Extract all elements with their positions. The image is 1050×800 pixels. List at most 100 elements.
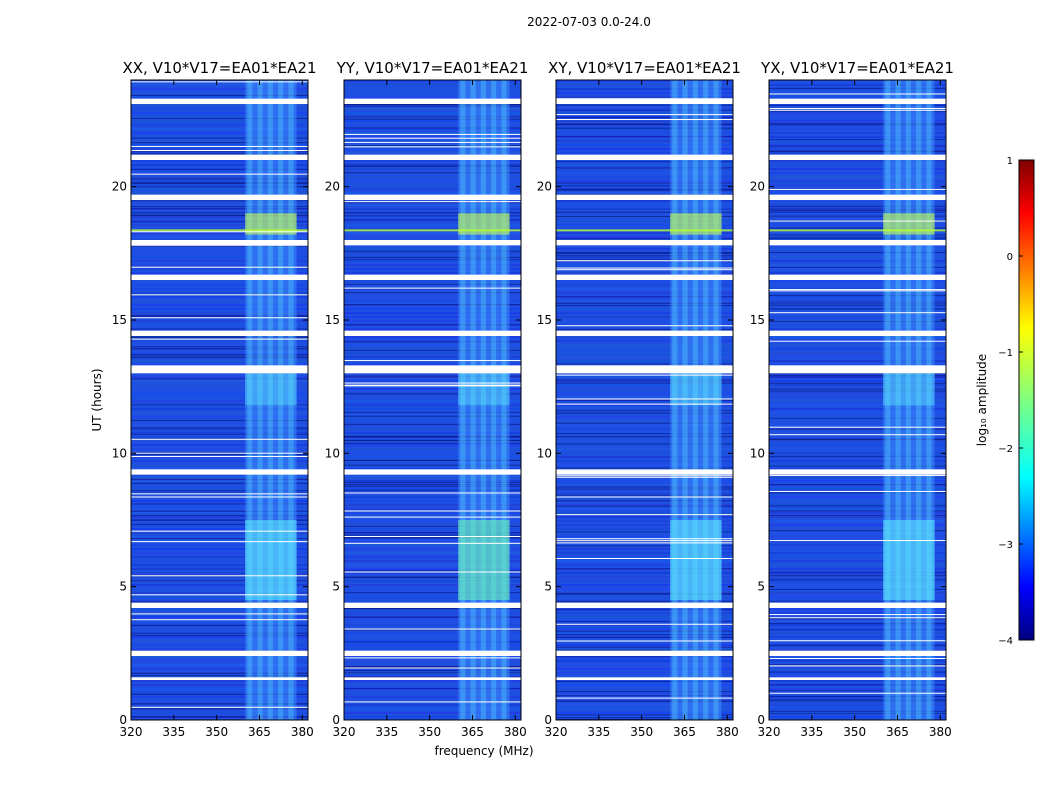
heatmap-row xyxy=(344,316,521,318)
heatmap-row xyxy=(131,548,308,550)
heatmap-line xyxy=(769,574,946,576)
rfi-column xyxy=(267,80,273,720)
heatmap-line xyxy=(769,465,946,467)
heatmap-line xyxy=(769,208,946,210)
rfi-column xyxy=(682,80,688,720)
heatmap-row xyxy=(344,380,521,382)
heatmap-row xyxy=(769,584,946,586)
heatmap-row xyxy=(556,340,733,342)
heatmap-row xyxy=(769,292,946,294)
heatmap-row xyxy=(769,180,946,182)
rfi-column xyxy=(692,80,698,720)
heatmap-line xyxy=(131,433,308,435)
heatmap-line xyxy=(344,215,521,217)
heatmap-line xyxy=(131,346,308,348)
heatmap-line xyxy=(769,390,946,392)
heatmap-row xyxy=(344,696,521,698)
heatmap-row xyxy=(769,232,946,234)
heatmap-line xyxy=(131,337,308,339)
y-tick-label: 5 xyxy=(757,580,765,594)
heatmap-row xyxy=(131,568,308,570)
heatmap-row xyxy=(131,140,308,142)
heatmap-row xyxy=(556,572,733,574)
heatmap-line xyxy=(344,483,521,485)
heatmap-row xyxy=(769,132,946,134)
heatmap-line xyxy=(769,382,946,384)
heatmap-row xyxy=(556,452,733,454)
heatmap-line xyxy=(769,684,946,686)
heatmap-line xyxy=(344,166,521,168)
flagged-line xyxy=(344,141,521,143)
flagged-line xyxy=(131,541,308,543)
heatmap-line xyxy=(556,161,733,163)
x-tick-label: 380 xyxy=(504,725,527,739)
heatmap-row xyxy=(769,184,946,186)
heatmap-line xyxy=(556,620,733,622)
heatmap-line xyxy=(556,649,733,651)
heatmap-row xyxy=(769,200,946,202)
heatmap-row xyxy=(556,300,733,302)
heatmap-line xyxy=(556,216,733,218)
heatmap-row xyxy=(769,316,946,318)
flagged-line xyxy=(556,119,733,121)
heatmap-line xyxy=(556,531,733,533)
heatmap-line xyxy=(131,353,308,355)
rfi-column xyxy=(703,80,709,720)
heatmap-row xyxy=(344,612,521,614)
rfi-column xyxy=(672,80,678,720)
heatmap-row xyxy=(556,520,733,522)
heatmap-row xyxy=(131,508,308,510)
heatmap-row xyxy=(131,432,308,434)
heatmap-row xyxy=(131,448,308,450)
heatmap-row xyxy=(769,128,946,130)
heatmap-row xyxy=(131,128,308,130)
heatmap-line xyxy=(556,630,733,632)
heatmap-row xyxy=(556,288,733,290)
heatmap-line xyxy=(556,296,733,298)
heatmap-row xyxy=(344,340,521,342)
heatmap-row xyxy=(131,284,308,286)
heatmap-row xyxy=(769,704,946,706)
heatmap-row xyxy=(131,628,308,630)
heatmap-line xyxy=(556,116,733,118)
flagged-gap xyxy=(131,602,308,608)
heatmap-row xyxy=(344,448,521,450)
heatmap-row xyxy=(556,192,733,194)
heatmap-row xyxy=(556,272,733,274)
heatmap-row xyxy=(344,496,521,498)
heatmap-line xyxy=(556,681,733,683)
heatmap-row xyxy=(131,412,308,414)
heatmap-row xyxy=(131,340,308,342)
flagged-line xyxy=(131,575,308,577)
heatmap-line xyxy=(344,259,521,261)
flagged-line xyxy=(344,628,521,630)
heatmap-row xyxy=(556,108,733,110)
y-tick-label: 5 xyxy=(119,580,127,594)
heatmap-row xyxy=(344,712,521,714)
heatmap-row xyxy=(131,660,308,662)
flagged-line xyxy=(769,614,946,616)
heatmap-row xyxy=(556,612,733,614)
flagged-line xyxy=(344,201,521,203)
heatmap-line xyxy=(556,252,733,254)
heatmap-row xyxy=(344,352,521,354)
heatmap-row xyxy=(131,204,308,206)
heatmap-row xyxy=(131,272,308,274)
heatmap-line xyxy=(344,219,521,221)
heatmap-row xyxy=(131,360,308,362)
heatmap-line xyxy=(769,505,946,507)
flagged-gap xyxy=(131,274,308,280)
flagged-line xyxy=(769,101,946,103)
flagged-line xyxy=(131,438,308,440)
heatmap-row xyxy=(131,160,308,162)
heatmap-row xyxy=(131,220,308,222)
axes-frame xyxy=(555,79,734,721)
heatmap-line xyxy=(769,664,946,666)
heatmap-row xyxy=(344,508,521,510)
heatmap-line xyxy=(556,609,733,611)
heatmap-row xyxy=(769,484,946,486)
heatmap-row xyxy=(556,256,733,258)
flagged-line xyxy=(556,540,733,542)
heatmap-row xyxy=(344,320,521,322)
flagged-line xyxy=(344,701,521,703)
